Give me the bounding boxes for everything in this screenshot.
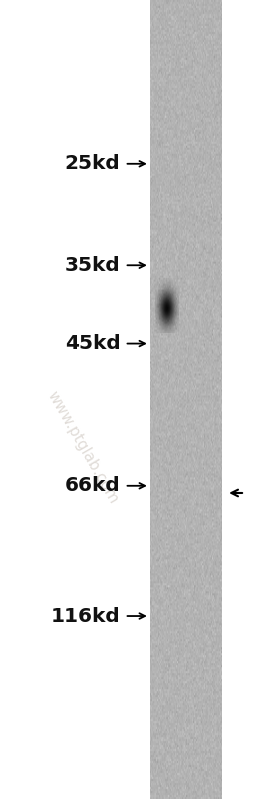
Text: 66kd: 66kd [65,476,120,495]
Text: www.ptglab.com: www.ptglab.com [44,388,121,507]
Text: 35kd: 35kd [65,256,120,275]
Text: 45kd: 45kd [65,334,120,353]
Text: 25kd: 25kd [65,154,120,173]
Text: 116kd: 116kd [51,606,120,626]
